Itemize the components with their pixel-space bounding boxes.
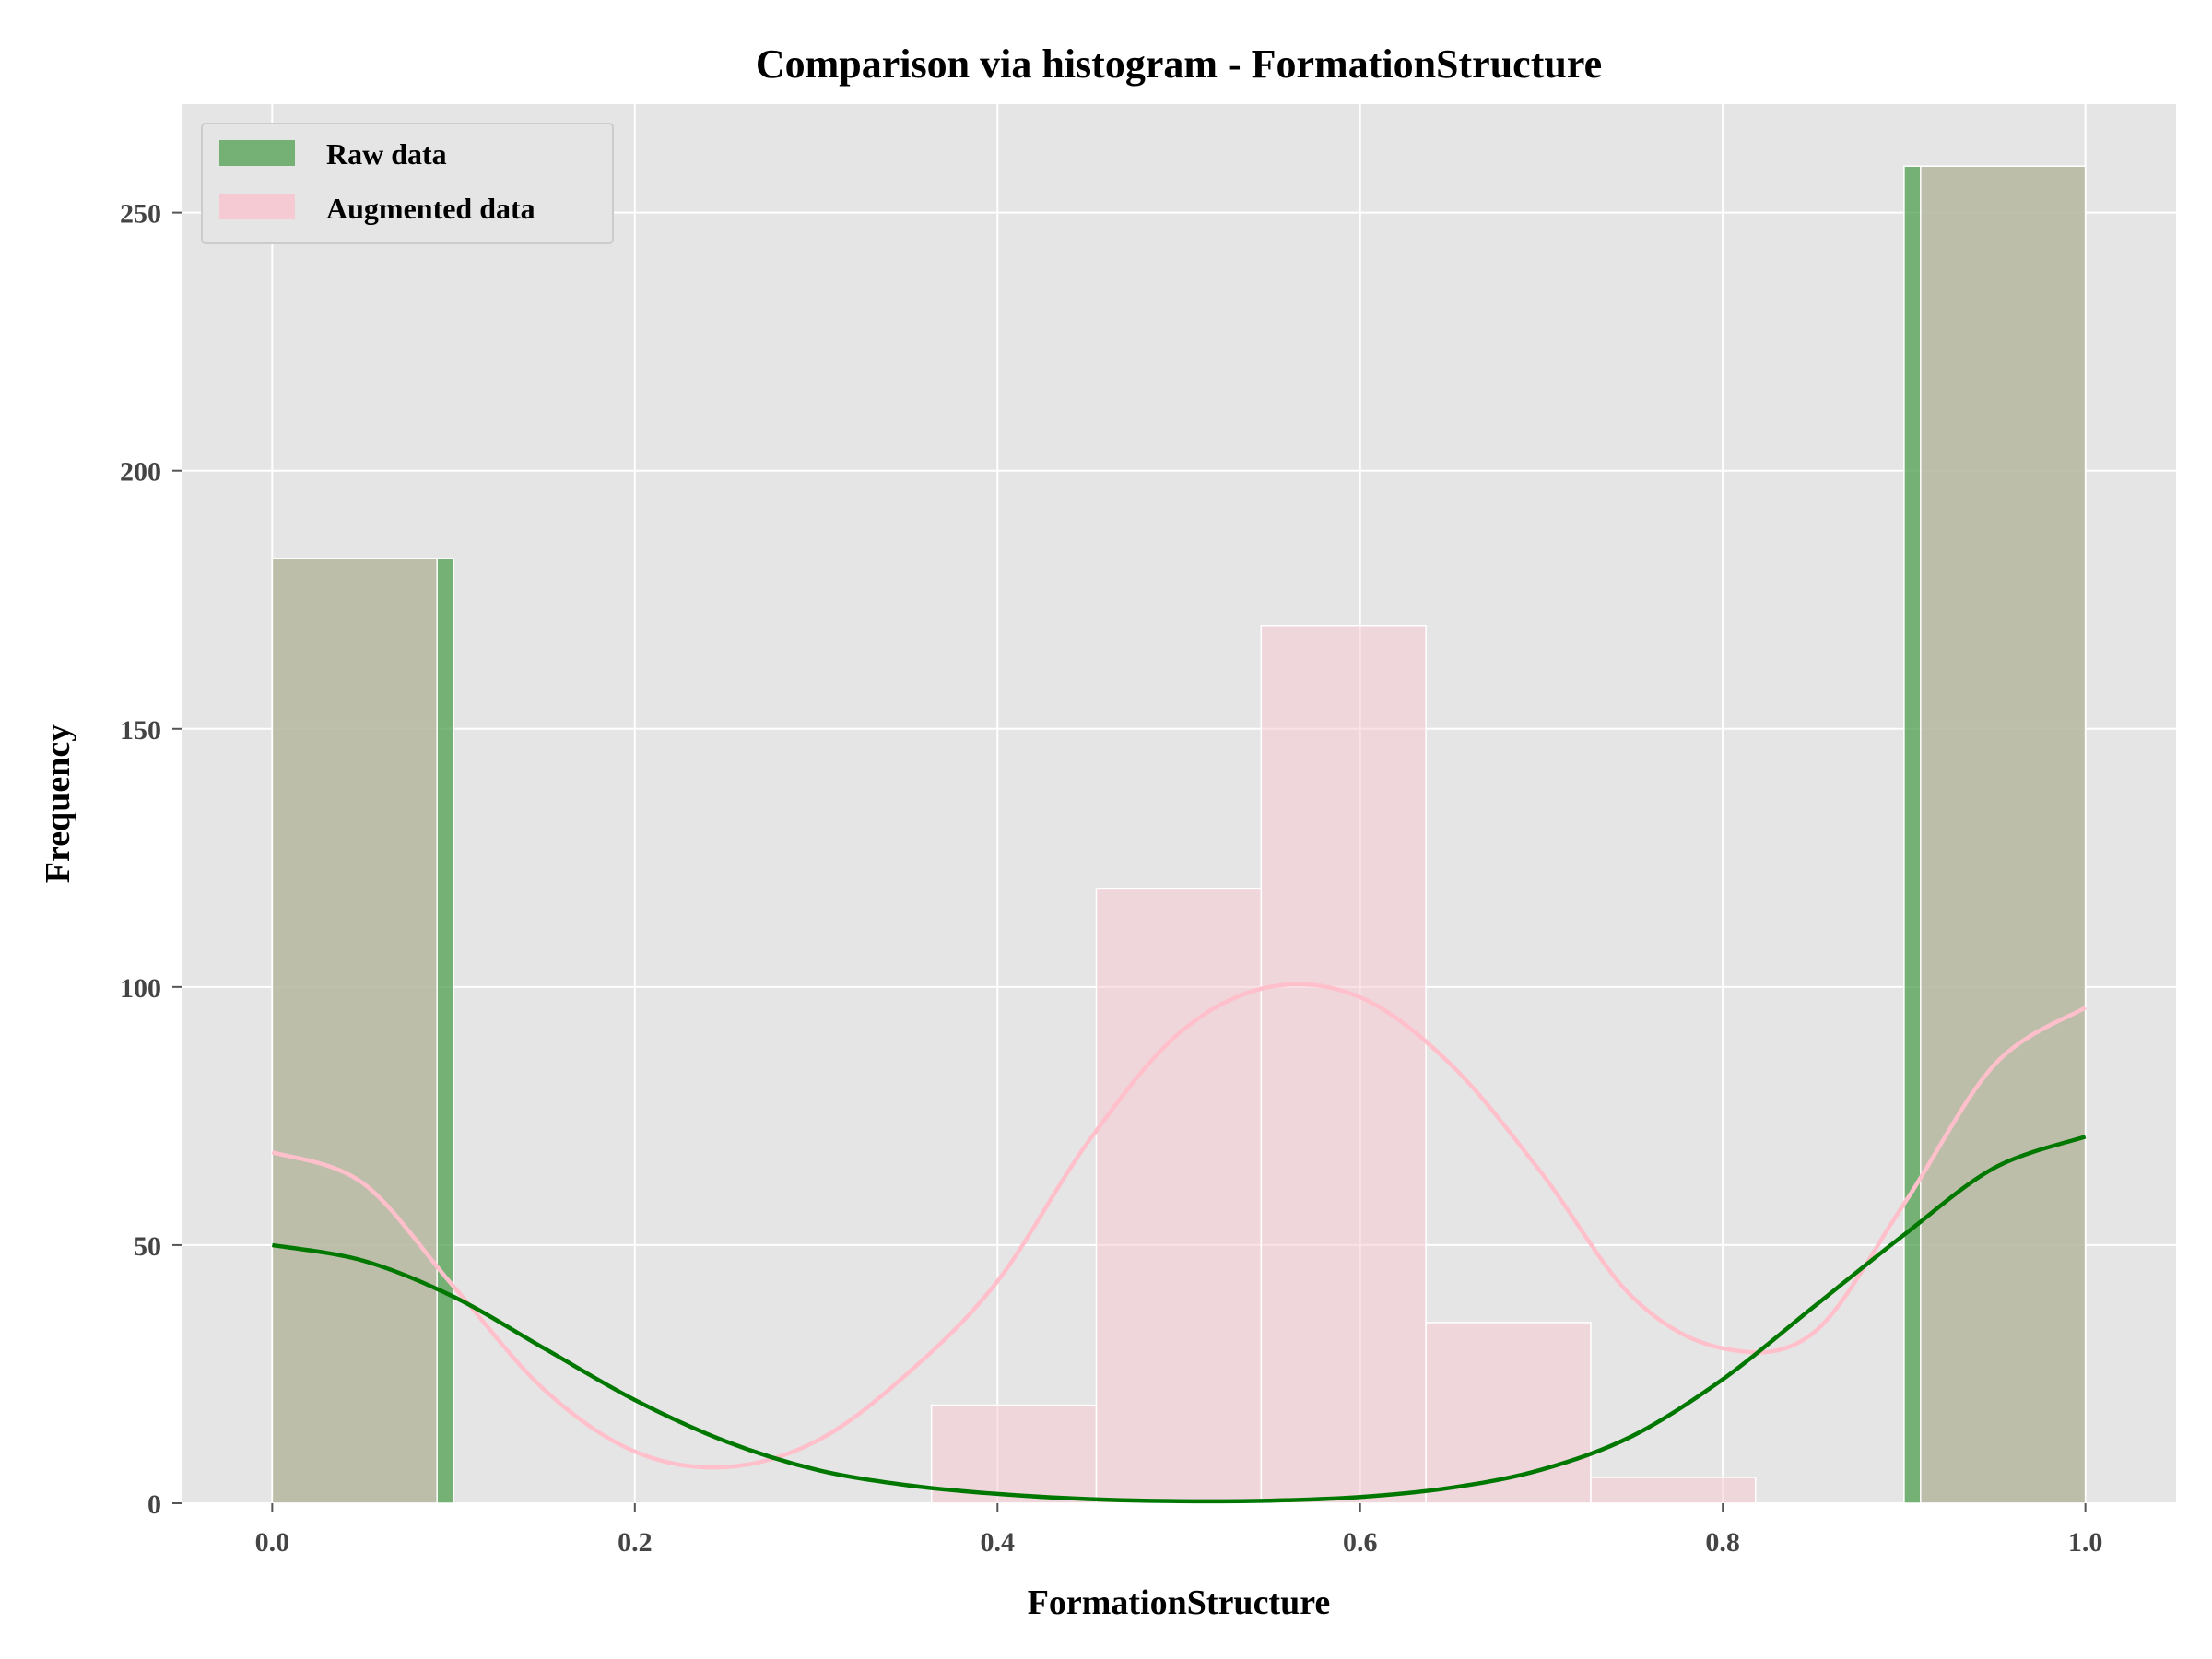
x-tick-label: 0.6 xyxy=(1343,1527,1378,1558)
y-axis-ticks: 0 50 100 150 200 250 xyxy=(120,199,182,1520)
legend-swatch-augmented xyxy=(219,194,295,219)
augmented-data-bar xyxy=(271,558,438,1504)
raw-data-kde-line xyxy=(271,1135,2087,1504)
y-axis-label: Frequency xyxy=(39,724,77,883)
legend-label-raw: Raw data xyxy=(326,137,447,171)
legend-box xyxy=(201,123,614,244)
x-tick-label: 1.0 xyxy=(2068,1527,2103,1558)
x-tick-label: 0.2 xyxy=(618,1527,653,1558)
augmented-data-bar xyxy=(1590,1477,1757,1504)
y-tick-label: 250 xyxy=(120,199,161,229)
augmented-data-bars xyxy=(271,165,2087,1504)
augmented-data-bar xyxy=(1920,165,2087,1504)
chart-title: Comparison via histogram - FormationStru… xyxy=(756,41,1602,87)
augmented-data-bar xyxy=(1260,624,1427,1504)
augmented-data-bar xyxy=(1095,888,1263,1504)
augmented-data-kde-line xyxy=(271,982,2087,1470)
x-tick-label: 0.8 xyxy=(1705,1527,1740,1558)
y-tick-label: 50 xyxy=(134,1231,161,1262)
y-tick-label: 200 xyxy=(120,457,161,488)
y-tick-label: 0 xyxy=(147,1489,161,1520)
y-tick-label: 100 xyxy=(120,973,161,1004)
x-tick-label: 0.0 xyxy=(255,1527,290,1558)
x-axis-label: FormationStructure xyxy=(1028,1583,1331,1622)
y-tick-label: 150 xyxy=(120,715,161,746)
x-tick-label: 0.4 xyxy=(981,1527,1016,1558)
legend-label-augmented: Augmented data xyxy=(326,192,535,225)
x-axis-ticks: 0.0 0.2 0.4 0.6 0.8 1.0 xyxy=(255,1503,2103,1558)
augmented-data-bar xyxy=(1425,1322,1592,1504)
legend-swatch-raw xyxy=(219,140,295,166)
augmented-data-bar xyxy=(930,1404,1098,1504)
legend: Raw data Augmented data xyxy=(201,123,614,244)
kde-curves xyxy=(271,982,2087,1504)
